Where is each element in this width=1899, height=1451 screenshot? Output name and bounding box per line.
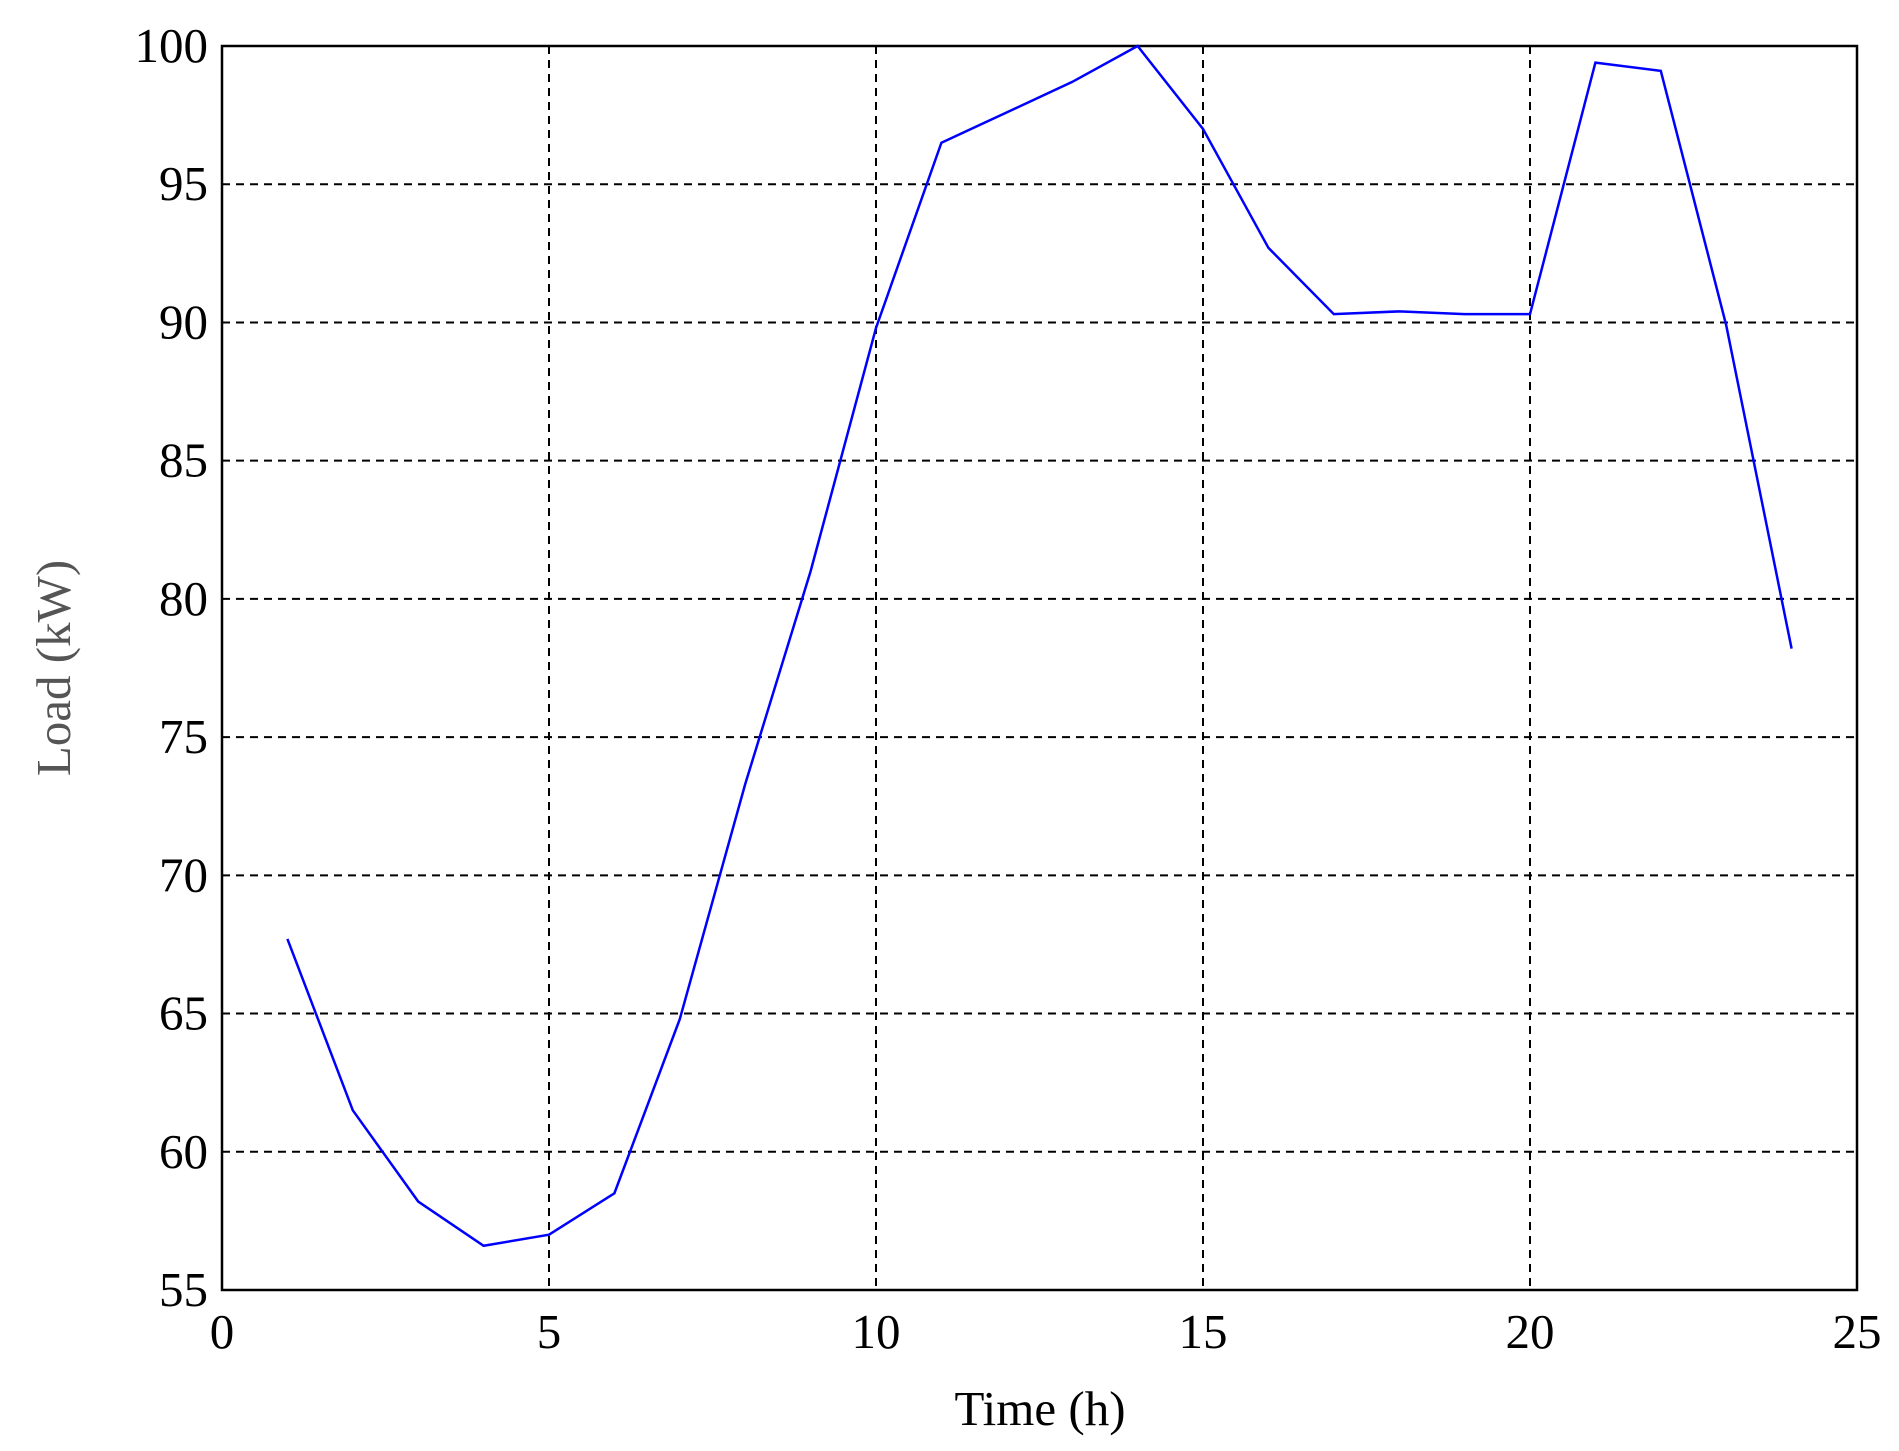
y-tick-label: 90: [159, 294, 208, 349]
y-tick-label: 80: [159, 571, 208, 626]
x-tick-label: 5: [537, 1304, 562, 1359]
x-tick-label: 20: [1506, 1304, 1555, 1359]
plot-frame: [220, 44, 1859, 1292]
y-tick-label: 75: [159, 709, 208, 764]
y-tick-label: 60: [159, 1124, 208, 1179]
y-tick-label: 65: [159, 986, 208, 1041]
y-tick-label: 55: [159, 1262, 208, 1317]
x-axis-label: Time (h): [954, 1381, 1125, 1436]
data-line: [286, 44, 1793, 1248]
x-tick-label: 10: [852, 1304, 901, 1359]
y-tick-label: 70: [159, 847, 208, 902]
y-tick-label: 85: [159, 433, 208, 488]
y-axis-label: Load (kW): [26, 560, 81, 776]
x-tick-label: 25: [1833, 1304, 1882, 1359]
x-tick-label: 15: [1179, 1304, 1228, 1359]
y-tick-label: 95: [159, 156, 208, 211]
x-tick-label: 0: [210, 1304, 235, 1359]
y-tick-label: 100: [135, 18, 209, 73]
